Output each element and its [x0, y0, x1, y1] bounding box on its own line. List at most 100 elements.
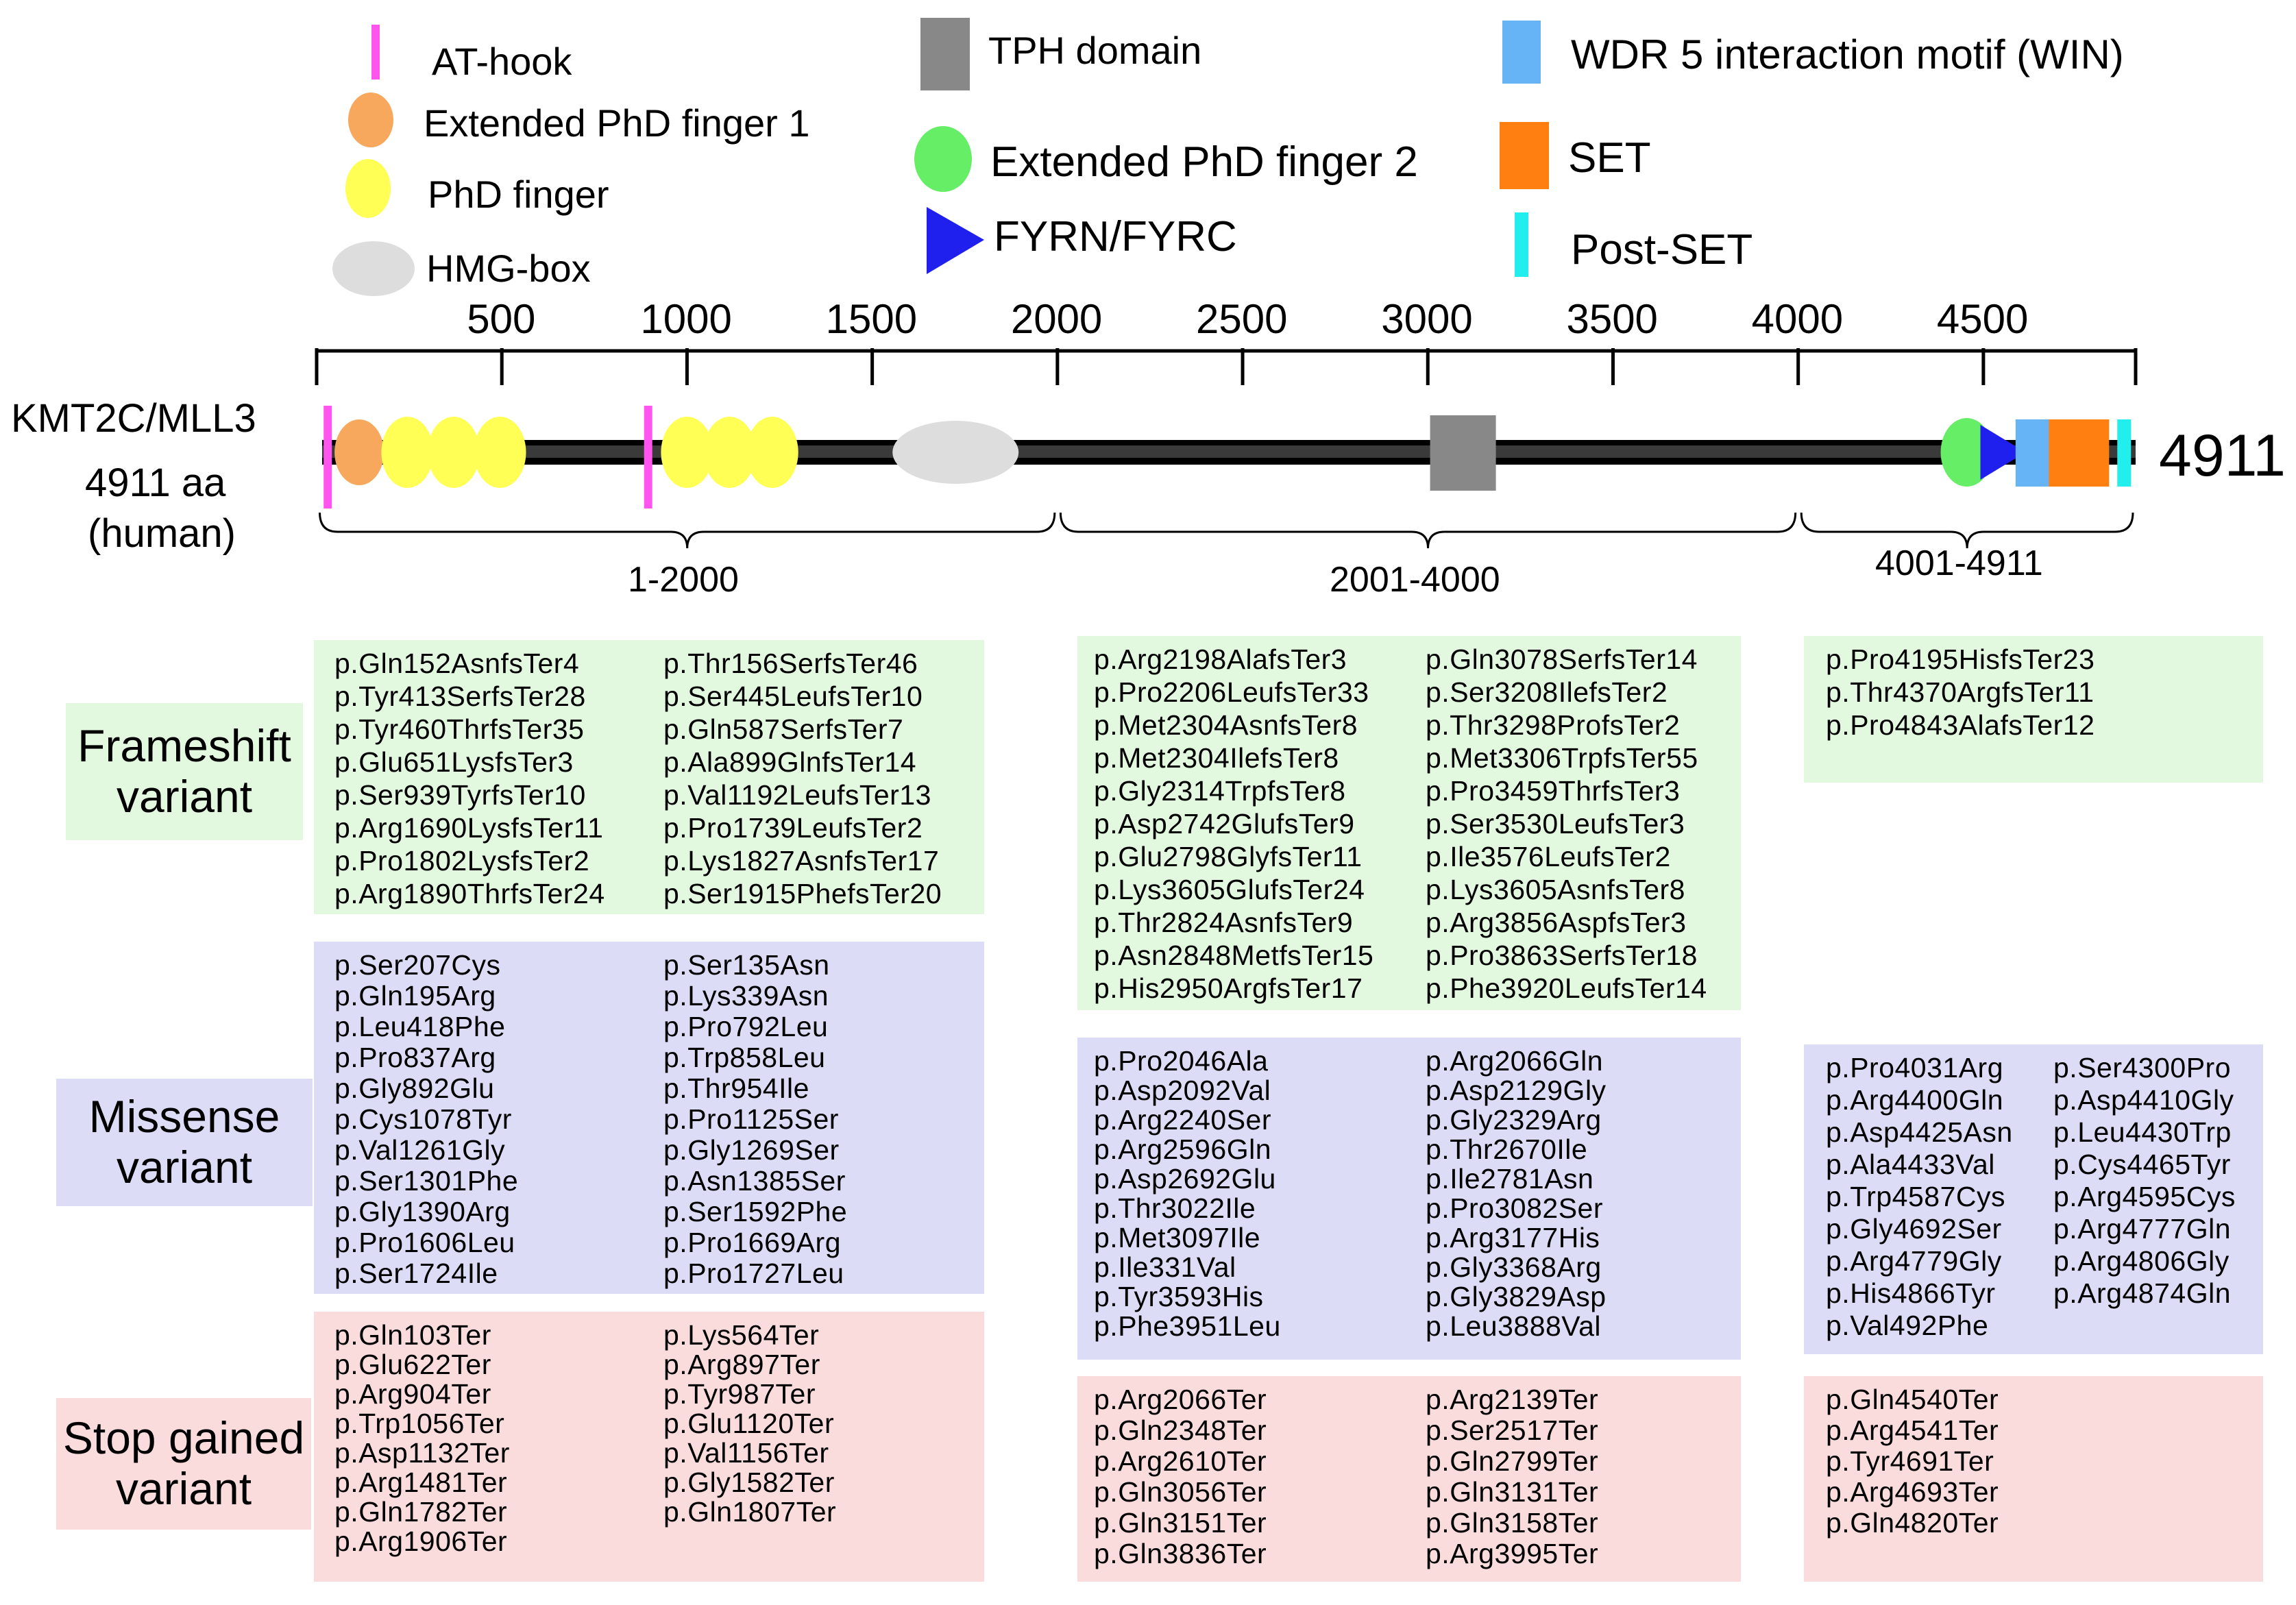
extended-phd-finger-1-icon	[348, 93, 393, 147]
variant-item: p.Phe3920LeufsTer14	[1426, 972, 1707, 1004]
domain-phd-2	[381, 417, 434, 488]
variant-item: p.Met2304IlefsTer8	[1094, 742, 1339, 774]
variant-item: p.Gln3078SerfsTer14	[1426, 644, 1698, 675]
variant-item: p.Pro1125Ser	[663, 1103, 839, 1135]
range-label-2: 2001-4000	[1330, 560, 1500, 600]
at-hook-icon	[371, 25, 380, 79]
variant-item: p.Arg4541Ter	[1826, 1414, 1999, 1446]
variant-item: p.Pro2046Ala	[1094, 1045, 1269, 1077]
variant-item: p.Gln4540Ter	[1826, 1384, 1999, 1415]
domain-at-hook-5	[644, 406, 652, 509]
legend-at-hook-label: AT-hook	[432, 40, 572, 83]
stop-gained-category-label: Stop gained variant	[56, 1398, 311, 1530]
protein-species: (human)	[88, 511, 236, 556]
variant-item: p.Trp1056Ter	[334, 1408, 505, 1439]
variant-item: p.Thr2824AsnfsTer9	[1094, 907, 1354, 938]
tph-domain-icon	[920, 18, 970, 90]
variant-item: p.Arg3177His	[1426, 1222, 1600, 1253]
variant-item: p.Arg4693Ter	[1826, 1476, 1999, 1508]
variant-item: p.Arg1481Ter	[334, 1467, 508, 1498]
variant-item: p.Trp4587Cys	[1826, 1181, 2005, 1212]
extended-phd-finger-2-icon	[914, 126, 972, 192]
variant-item: p.Ser445LeufsTer10	[663, 681, 923, 712]
variant-item: p.Thr954Ile	[663, 1073, 809, 1104]
variant-item: p.Tyr460ThrfsTer35	[334, 713, 585, 745]
variant-item: p.Pro1739LeufsTer2	[663, 812, 923, 844]
post-set-icon	[1515, 212, 1528, 277]
variant-item: p.Ser2517Ter	[1426, 1414, 1599, 1446]
legend-tph-domain-label: TPH domain	[988, 29, 1202, 72]
variant-item: p.Arg4400Gln	[1826, 1084, 2004, 1116]
variant-item: p.Gly2314TrpfsTer8	[1094, 775, 1346, 807]
variant-item: p.Tyr4691Ter	[1826, 1445, 1994, 1477]
variant-item: p.Asp2092Val	[1094, 1075, 1271, 1106]
domain-phd-6	[661, 417, 713, 488]
variant-item: p.Glu651LysfsTer3	[334, 746, 574, 778]
legend-hmg-box-label: HMG-box	[426, 247, 591, 290]
range-brace-2	[1059, 512, 1797, 549]
variant-item: p.Gln587SerfsTer7	[663, 713, 904, 745]
legend-extended-phd-finger-2-label: Extended PhD finger 2	[990, 138, 1418, 186]
legend-extended-phd-finger-1-label: Extended PhD finger 1	[424, 101, 810, 145]
axis-tick-label-4500: 4500	[1936, 296, 2029, 342]
variant-item: p.Pro1802LysfsTer2	[334, 845, 590, 877]
variant-item: p.Arg4595Cys	[2053, 1181, 2236, 1212]
variant-item: p.Leu3888Val	[1426, 1310, 1602, 1342]
domain-hmg-9	[892, 421, 1019, 484]
variant-item: p.Glu622Ter	[334, 1349, 491, 1380]
set-icon	[1500, 122, 1549, 189]
variant-item: p.Tyr3593His	[1094, 1281, 1264, 1312]
domain-ephd1-1	[334, 419, 384, 485]
variant-item: p.Pro4843AlafsTer12	[1826, 709, 2095, 741]
variant-item: p.Gln2348Ter	[1094, 1414, 1267, 1446]
variant-item: p.Gln3151Ter	[1094, 1507, 1267, 1539]
variant-item: p.Arg4779Gly	[1826, 1245, 2002, 1277]
variant-item: p.Arg4777Gln	[2053, 1213, 2232, 1245]
protein-length: 4911 aa	[85, 461, 226, 505]
variant-item: p.Asn2848MetfsTer15	[1094, 940, 1374, 971]
variant-item: p.Arg2139Ter	[1426, 1384, 1599, 1415]
variant-item: p.Thr2670Ile	[1426, 1134, 1588, 1165]
legend-icons	[332, 18, 1549, 296]
variant-item: p.Pro1606Leu	[334, 1227, 515, 1258]
missense-category-label: Missense variant	[56, 1079, 313, 1206]
variant-item: p.Ser1915PhefsTer20	[663, 878, 942, 909]
variant-item: p.Ile3576LeufsTer2	[1426, 841, 1671, 872]
variant-item: p.Gln1807Ter	[663, 1496, 837, 1528]
variant-item: p.Gly3368Arg	[1426, 1251, 1602, 1283]
variant-item: p.Val1261Gly	[334, 1134, 506, 1166]
variant-item: p.Glu1120Ter	[663, 1408, 835, 1439]
legend-fyrn-fyrc-label: FYRN/FYRC	[994, 213, 1237, 260]
range-brace-3	[1800, 512, 2134, 549]
protein-map	[315, 348, 2138, 549]
variant-item: p.His4866Tyr	[1826, 1277, 1996, 1309]
axis-tick-label-1000: 1000	[640, 296, 732, 342]
range-label-1: 1-2000	[628, 560, 739, 600]
stop-box-4001-4911: p.Gln4540Ter p.Arg4541Ter p.Tyr4691Ter p.Ar…	[1804, 1376, 2263, 1582]
variant-item: p.Pro3459ThrfsTer3	[1426, 775, 1681, 807]
domain-tph-10	[1430, 415, 1496, 491]
protein-backbone-shade	[322, 445, 2136, 458]
stop-box-1-2000: p.Gln103Ter p.Glu622Ter p.Arg904Ter p.Trp10…	[314, 1312, 984, 1582]
variant-item: p.Asn1385Ser	[663, 1165, 846, 1197]
variant-item: p.Gln4820Ter	[1826, 1507, 1999, 1539]
variant-item: p.Thr3022Ile	[1094, 1192, 1256, 1224]
domain-phd-3	[427, 417, 480, 488]
legend-post-set-label: Post-SET	[1571, 226, 1753, 273]
variant-item: p.Ser3208IlefsTer2	[1426, 676, 1668, 708]
domain-phd-8	[746, 417, 798, 488]
frameshift-box-4001-4911: p.Pro4195HisfsTer23 p.Thr4370ArgfsTer11 p.…	[1804, 636, 2263, 783]
domain-ephd2-11	[1940, 418, 1993, 487]
variant-item: p.Gln1782Ter	[334, 1496, 508, 1528]
variant-item: p.Gly1390Arg	[334, 1196, 511, 1227]
axis-tick-label-500: 500	[467, 296, 536, 342]
variant-item: p.Arg4874Gln	[2053, 1277, 2232, 1309]
variant-item: p.Arg2066Ter	[1094, 1384, 1267, 1415]
frameshift-category-label: Frameshift variant	[66, 703, 303, 840]
variant-item: p.Arg2066Gln	[1426, 1045, 1604, 1077]
variant-item: p.Gln3836Ter	[1094, 1538, 1267, 1569]
variant-item: p.Pro1669Arg	[663, 1227, 842, 1258]
domain-win-13	[2015, 419, 2051, 487]
domain-phd-4	[474, 417, 526, 488]
range-brace-1	[319, 512, 1056, 549]
